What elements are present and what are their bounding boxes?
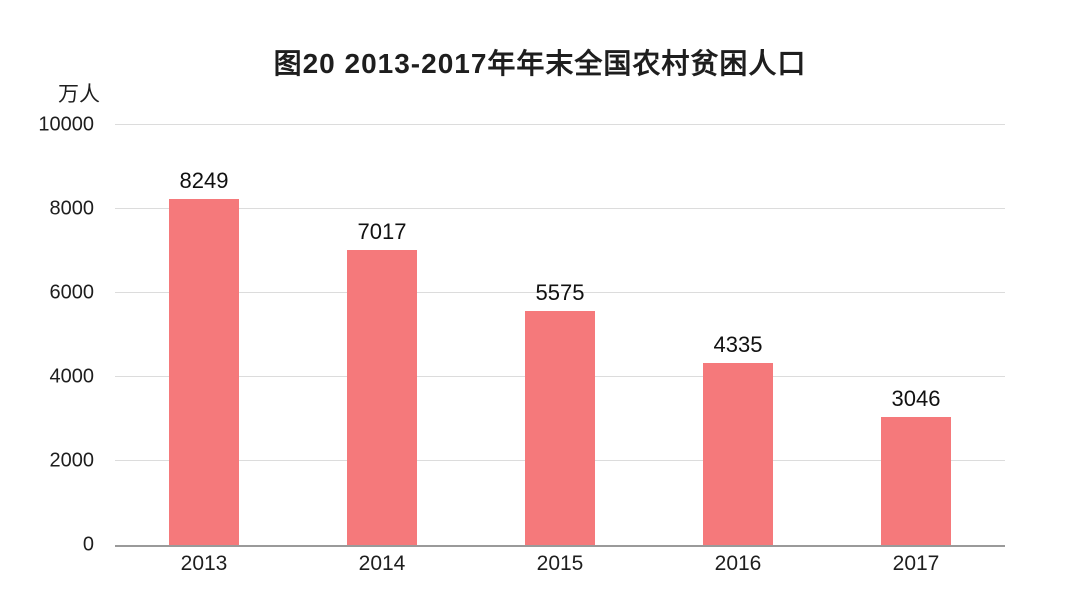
bar-value-label: 5575 [535,279,585,305]
y-axis-tick-label: 8000 [49,197,95,220]
bar-value-label: 8249 [179,167,229,193]
bar [169,198,239,545]
x-axis-tick-labels: 2013 2014 2015 2016 2017 [115,552,1005,576]
y-axis-tick-label: 2000 [49,449,95,472]
bar [703,362,773,545]
bar-group: 3046 [827,125,1005,545]
gridline [115,292,1005,293]
bar-value-label: 3046 [891,386,941,412]
x-axis-tick-label: 2013 [180,552,228,575]
x-axis-tick-label: 2015 [536,552,584,575]
gridline [115,124,1005,125]
x-axis-tick-label: 2014 [358,552,406,575]
chart-title: 图20 2013-2017年年末全国农村贫困人口 [273,48,807,79]
bar [347,250,417,545]
y-axis-tick-label: 10000 [38,113,94,136]
gridline [115,208,1005,209]
y-axis-tick-label: 6000 [49,281,95,304]
plot-area: 8249 7017 5575 4335 3046 [115,124,1005,547]
bars-row: 8249 7017 5575 4335 3046 [115,125,1005,545]
y-axis-unit-label: 万人 [58,83,100,106]
bar-group: 5575 [471,125,649,545]
bar-group: 4335 [649,125,827,545]
y-axis-tick-label: 4000 [49,365,95,388]
bar-value-label: 7017 [357,219,407,245]
bar-value-label: 4335 [713,331,763,357]
bar-group: 7017 [293,125,471,545]
y-axis-tick-label: 0 [82,533,94,556]
bar [881,417,951,545]
x-axis-tick-label: 2017 [892,552,940,575]
x-axis-tick-label: 2016 [714,552,762,575]
bar [525,310,595,545]
bar-group: 8249 [115,125,293,545]
y-axis-tick-labels: 0 2000 4000 6000 8000 10000 [0,114,102,556]
